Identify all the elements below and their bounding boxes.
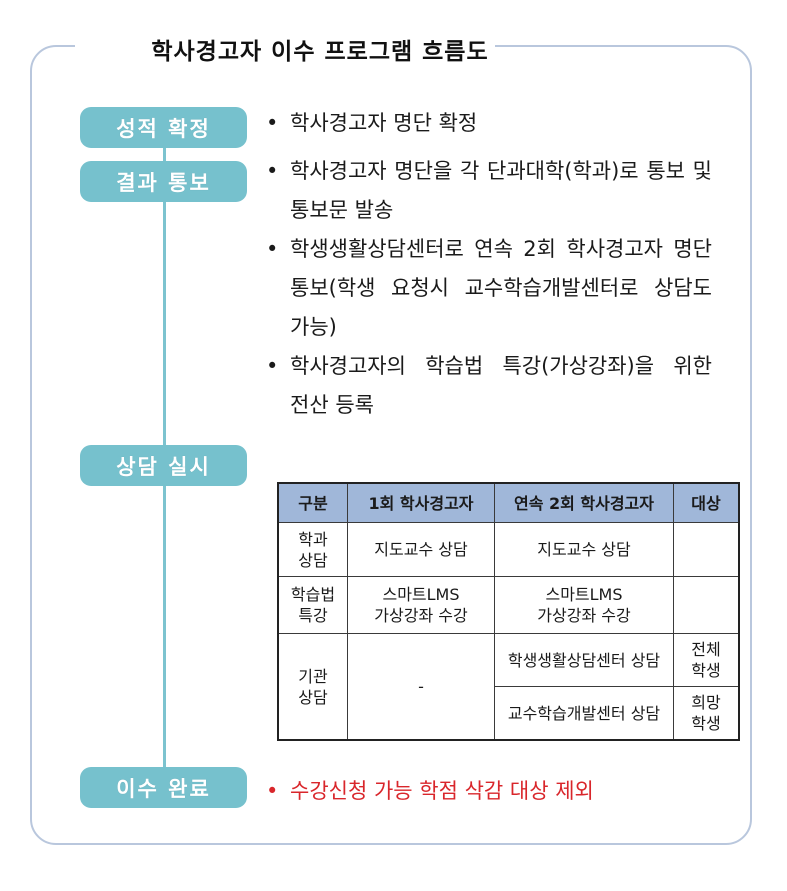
counseling-program-table: 구분 1회 학사경고자 연속 2회 학사경고자 대상 학과 상담 지도교수 상담 … [277,482,740,741]
cell-twice: 학생생활상담센터 상담 [494,633,674,687]
bullet-text: 학사경고자의 학습법 특강(가상강좌)을 위한 전산 등록 [290,354,712,417]
stage-box-result-notification[interactable]: 결과 통보 [80,161,247,202]
table-header-gubun: 구분 [277,482,348,523]
stage-box-completion[interactable]: 이수 완료 [80,767,247,808]
table-header-twice: 연속 2회 학사경고자 [494,482,674,523]
table-head: 구분 1회 학사경고자 연속 2회 학사경고자 대상 [277,482,740,523]
bullet-item: • 학사경고자 명단 확정 [262,104,712,143]
cell-twice: 지도교수 상담 [494,522,674,577]
bullet-dot-icon: • [266,354,279,378]
cell-target [673,522,740,577]
bullet-item: • 학사경고자 명단을 각 단과대학(학과)로 통보 및 통보문 발송 [262,152,712,230]
page-title: 학사경고자 이수 프로그램 흐름도 [151,39,489,65]
table-row: 학과 상담 지도교수 상담 지도교수 상담 [277,522,740,577]
bullet-text: 학사경고자 명단을 각 단과대학(학과)로 통보 및 통보문 발송 [290,159,712,222]
cell-gubun: 기관 상담 [277,633,348,741]
bullet-list-bottom: • 수강신청 가능 학점 삭감 대상 제외 [262,772,712,811]
cell-once: 스마트LMS 가상강좌 수강 [347,576,495,634]
bullet-dot-icon: • [266,779,279,803]
bullet-text: 수강신청 가능 학점 삭감 대상 제외 [290,779,594,803]
bullet-dot-icon: • [266,159,279,183]
table-row: 교수학습개발센터 상담 희망 학생 [278,686,740,741]
title-border-gap [75,36,495,56]
table-header-once: 1회 학사경고자 [347,482,495,523]
connector-line-3 [163,484,166,768]
bullet-text: 학생생활상담센터로 연속 2회 학사경고자 명단 통보(학생 요청시 교수학습개… [290,237,712,339]
cell-gubun: 학과 상담 [277,522,348,577]
connector-line-2 [163,200,166,446]
table-row: 학습법 특강 스마트LMS 가상강좌 수강 스마트LMS 가상강좌 수강 [277,576,740,634]
table-row: 기관 상담 - 학생생활상담센터 상담 전체 학생 [277,633,740,741]
cell-target: 전체 학생 [673,633,740,687]
cell-once: - [347,633,495,741]
cell-target: 희망 학생 [673,686,740,741]
cell-twice: 교수학습개발센터 상담 [494,686,674,741]
table-header-row: 구분 1회 학사경고자 연속 2회 학사경고자 대상 [277,482,740,523]
cell-once: 지도교수 상담 [347,522,495,577]
table-header-target: 대상 [673,482,740,523]
bullet-dot-icon: • [266,111,279,135]
bullet-text: 학사경고자 명단 확정 [290,111,478,135]
cell-twice: 스마트LMS 가상강좌 수강 [494,576,674,634]
bullet-dot-icon: • [266,237,279,261]
cell-gubun: 학습법 특강 [277,576,348,634]
stage-box-grade-confirmation[interactable]: 성적 확정 [80,107,247,148]
bullet-item: • 학사경고자의 학습법 특강(가상강좌)을 위한 전산 등록 [262,347,712,425]
bullet-list-top: • 학사경고자 명단 확정 • 학사경고자 명단을 각 단과대학(학과)로 통보 및 … [262,104,712,425]
stage-box-counseling[interactable]: 상담 실시 [80,445,247,486]
table-body: 학과 상담 지도교수 상담 지도교수 상담 학습법 특강 스마트LMS 가상강좌 수강… [277,522,740,741]
connector-line-1 [163,146,166,164]
cell-target [673,576,740,634]
bullet-item: • 학생생활상담센터로 연속 2회 학사경고자 명단 통보(학생 요청시 교수학습… [262,230,712,347]
bullet-item: • 수강신청 가능 학점 삭감 대상 제외 [262,772,712,811]
